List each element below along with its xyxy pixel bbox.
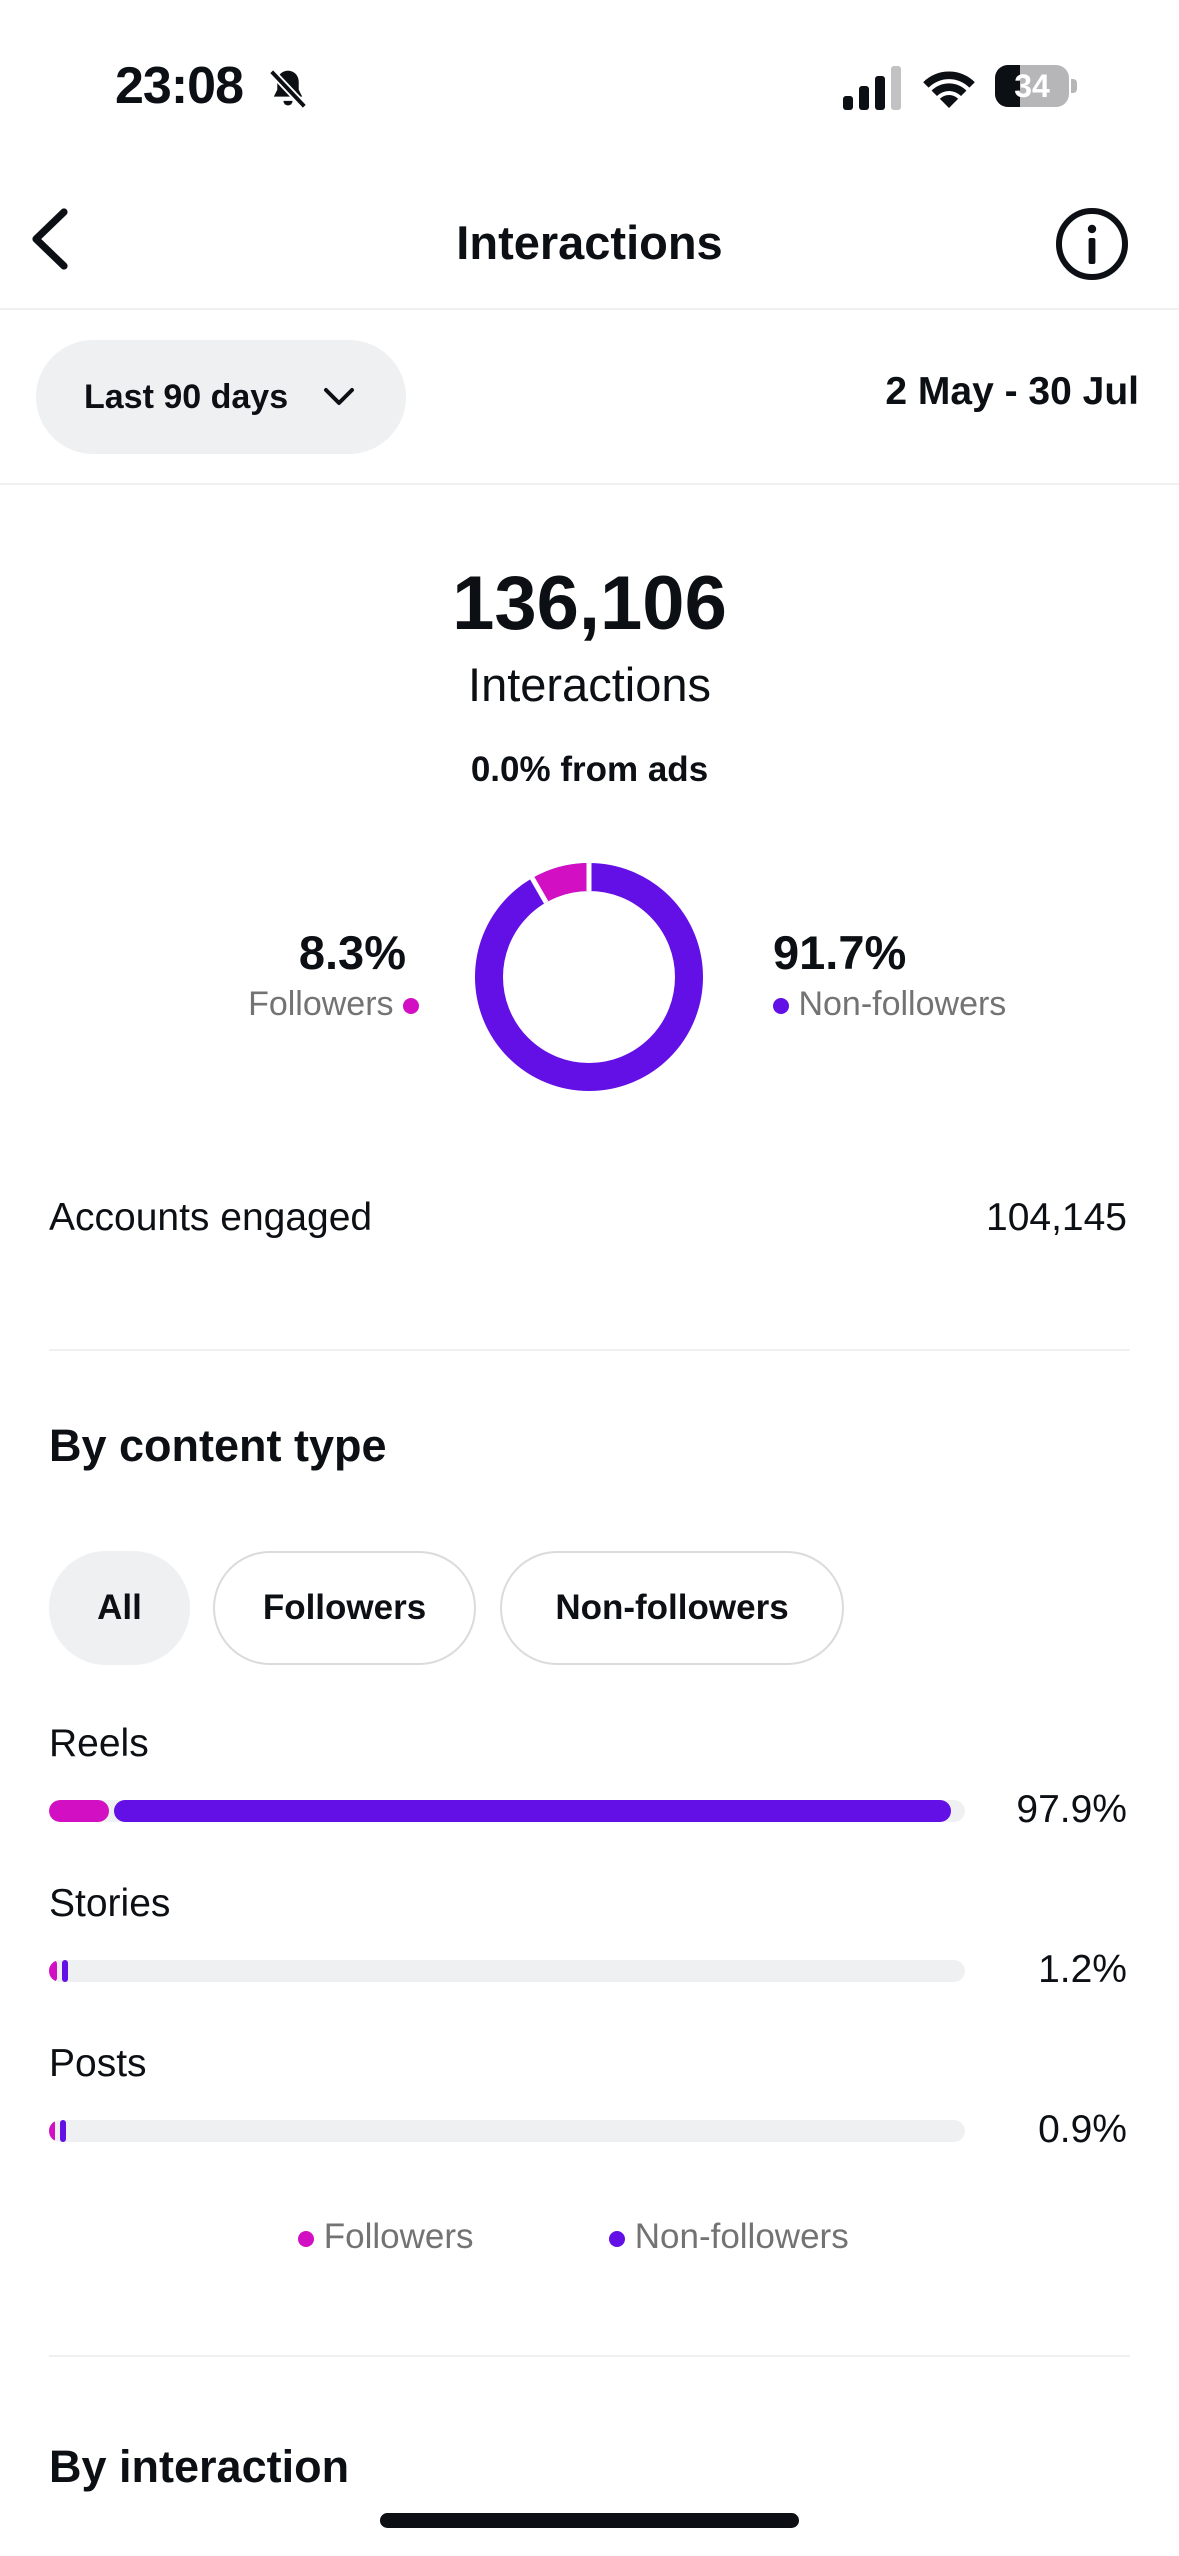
section-divider (49, 2355, 1130, 2357)
nonfollowers-percentage: 91.7% (773, 926, 907, 979)
period-filter-row: Last 90 days 2 May - 30 Jul (0, 310, 1179, 485)
status-time: 23:08 (115, 57, 244, 115)
posts-bar (49, 2120, 965, 2142)
followers-donut-chart (475, 862, 703, 1091)
reels-nonfollowers-segment (114, 1800, 951, 1822)
legend-nonfollowers: Non-followers (609, 2217, 849, 2257)
donut-followers-segment (532, 863, 590, 903)
bell-slash-icon (268, 69, 308, 109)
legend-followers: Followers (298, 2217, 474, 2257)
nonfollowers-dot-icon (773, 998, 789, 1015)
posts-followers-segment (49, 2120, 55, 2142)
followers-dot-icon (403, 998, 419, 1015)
back-chevron-icon[interactable] (20, 204, 80, 274)
followers-label: Followers (248, 985, 394, 1023)
legend-nonfollowers-label: Non-followers (634, 2217, 849, 2256)
followers-legend: Followers (248, 985, 419, 1024)
chip-followers[interactable]: Followers (213, 1551, 476, 1665)
donut-gap (522, 863, 549, 904)
wifi-icon (923, 71, 975, 108)
page-title: Interactions (456, 216, 723, 269)
period-dropdown[interactable]: Last 90 days (36, 340, 406, 454)
reels-label: Reels (49, 1722, 149, 1765)
reels-followers-segment (49, 1800, 110, 1822)
date-range: 2 May - 30 Jul (885, 370, 1139, 413)
battery-icon: 34 (995, 65, 1077, 107)
chip-nonfollowers[interactable]: Non-followers (500, 1551, 844, 1665)
reels-percentage: 97.9% (1016, 1788, 1127, 1831)
home-indicator[interactable] (380, 2513, 799, 2528)
chip-all[interactable]: All (49, 1551, 190, 1665)
posts-percentage: 0.9% (1038, 2108, 1127, 2151)
battery-level: 34 (1014, 68, 1050, 104)
accounts-engaged-value: 104,145 (986, 1196, 1127, 1239)
stories-bar (49, 1960, 965, 1982)
posts-nonfollowers-segment (60, 2120, 66, 2142)
chevron-down-icon (324, 388, 354, 405)
accounts-engaged-label: Accounts engaged (49, 1196, 373, 1239)
nav-bar: Interactions (0, 170, 1179, 310)
followers-percentage: 8.3% (298, 926, 406, 979)
signal-icon (843, 66, 901, 110)
section-divider (49, 1349, 1130, 1351)
stories-percentage: 1.2% (1038, 1948, 1127, 1991)
by-interaction-title: By interaction (49, 2427, 449, 2497)
nonfollowers-label: Non-followers (798, 985, 1007, 1023)
followers-dot-icon (298, 2230, 314, 2247)
content-type-title: By content type (49, 1420, 387, 1471)
total-interactions-value: 136,106 (452, 561, 727, 646)
ads-note: 0.0% from ads (470, 750, 709, 789)
nonfollowers-legend: Non-followers (773, 985, 1006, 1024)
period-label: Last 90 days (84, 378, 289, 416)
by-interaction-label: By interaction (49, 2441, 350, 2492)
stories-label: Stories (49, 1882, 171, 1925)
stories-followers-segment (49, 1960, 58, 1982)
info-icon[interactable] (1054, 206, 1130, 282)
nonfollowers-dot-icon (609, 2230, 625, 2247)
stories-nonfollowers-segment (62, 1960, 69, 1982)
status-bar: 23:08 34 (0, 0, 1179, 170)
total-interactions-label: Interactions (468, 658, 711, 711)
reels-bar (49, 1800, 965, 1822)
legend-followers-label: Followers (323, 2217, 474, 2256)
posts-label: Posts (49, 2042, 147, 2085)
